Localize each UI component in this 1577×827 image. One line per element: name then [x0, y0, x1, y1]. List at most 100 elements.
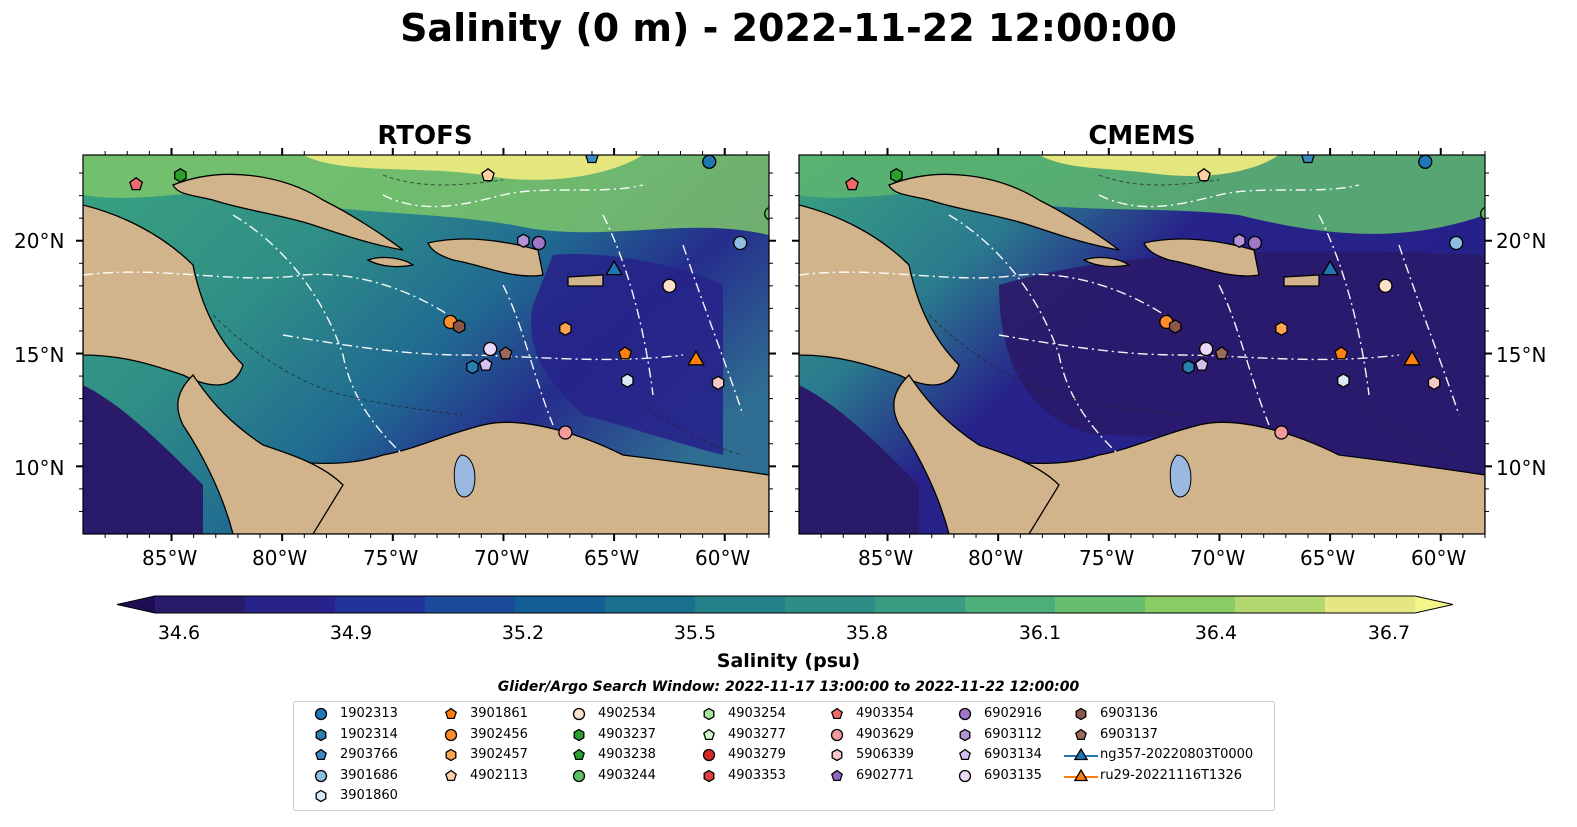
high-salinity-band	[799, 155, 1485, 234]
station-marker-3901686	[1449, 235, 1464, 251]
legend-circle-icon	[958, 707, 972, 721]
legend-label: 4903353	[728, 767, 786, 783]
station-marker-4902534	[1378, 278, 1393, 293]
legend-label: 3901686	[340, 767, 398, 783]
legend-marker-icon	[959, 728, 971, 741]
eez-boundaries	[83, 184, 744, 456]
legend-label: 5906339	[856, 747, 914, 762]
legend-pentagon-icon	[959, 748, 971, 761]
legend-triangle-icon	[1073, 747, 1089, 761]
lon-label-75w-right: 75°W	[1079, 546, 1135, 570]
lat-label-20n-right: 20°N	[1496, 229, 1547, 253]
legend-hexagon-icon	[315, 789, 327, 803]
legend-label: 4903277	[728, 726, 786, 742]
legend-marker-icon	[315, 789, 327, 803]
colorbar-tick: 35.8	[845, 622, 889, 644]
legend-label: 4903279	[728, 747, 786, 762]
lat-label-10n-right: 10°N	[1496, 456, 1547, 480]
legend-circle-icon	[572, 769, 586, 782]
lon-label-85w-right: 85°W	[858, 546, 914, 570]
legend-hexagon-icon	[703, 707, 715, 721]
legend-hexagon-icon	[315, 728, 327, 741]
legend: 1902313 1902314 2903766 3901686 3901860 39018…	[293, 701, 1275, 811]
station-marker-3902457	[559, 321, 572, 336]
station-marker-3901860	[621, 373, 634, 388]
jamaica-landmass	[1082, 256, 1131, 268]
station-marker-4903237	[890, 168, 903, 183]
legend-marker-icon	[314, 707, 328, 721]
colorbar-extend-high	[1415, 596, 1453, 613]
legend-triangle-icon	[1073, 768, 1089, 781]
map-frames	[76, 148, 1492, 541]
colorbar-tick: 36.1	[1018, 622, 1062, 644]
panel-title-rtofs: RTOFS	[377, 121, 473, 151]
legend-circle-icon	[314, 769, 328, 782]
legend-label: 1902314	[340, 726, 398, 742]
station-marker-ng357-20220803T0000	[1321, 259, 1340, 276]
station-marker-2903766	[1301, 155, 1315, 164]
colorbar-segment	[695, 596, 786, 613]
legend-label: 3901860	[340, 788, 398, 803]
bathymetry-contours	[928, 174, 1460, 456]
station-marker-3901686	[733, 235, 748, 251]
legend-marker-icon	[958, 769, 972, 782]
legend-label: 6902771	[856, 767, 914, 783]
station-marker-4903629	[1274, 425, 1289, 440]
lat-label-15n-left: 15°N	[14, 343, 65, 367]
pacific-low-salinity	[799, 385, 919, 534]
station-marker-6903112	[1233, 233, 1246, 248]
legend-marker-icon	[573, 728, 585, 741]
colorbar-tick: 36.4	[1194, 622, 1238, 644]
legend-hexagon-icon	[573, 728, 585, 741]
station-marker-ng357-20220803T0000	[605, 259, 624, 276]
colorbar-segment	[335, 596, 426, 613]
colorbar	[116, 595, 1454, 614]
station-marker-4903354	[129, 176, 144, 191]
legend-hexagon-icon	[831, 748, 843, 762]
colorbar-segment	[1325, 596, 1416, 613]
colorbar-tick: 35.5	[673, 622, 717, 644]
legend-label: 6903135	[984, 767, 1042, 783]
legend-label: 6903136	[1100, 706, 1158, 721]
legend-hexagon-icon	[703, 769, 715, 782]
colorbar-segment	[605, 596, 696, 613]
colorbar-tick: 35.2	[501, 622, 545, 644]
legend-label: 3901861	[470, 706, 528, 721]
station-marker-ru29-20221116T1326	[687, 350, 705, 366]
legend-label: 6903137	[1100, 726, 1158, 742]
station-marker-4902113	[481, 167, 495, 182]
station-marker-5906339	[1427, 375, 1441, 391]
colorbar-label: Salinity (psu)	[716, 650, 861, 672]
station-marker-3902457	[1275, 321, 1288, 336]
lon-label-85w-left: 85°W	[142, 546, 198, 570]
station-marker-3901861	[1334, 346, 1349, 360]
legend-label: 4903237	[598, 726, 656, 742]
legend-marker-icon	[445, 769, 457, 781]
lon-label-70w-left: 70°W	[474, 546, 530, 570]
station-marker-6903135	[483, 341, 498, 357]
panel-title-cmems: CMEMS	[1088, 121, 1196, 151]
legend-label: 6903112	[984, 726, 1042, 742]
land-masses	[799, 173, 1485, 534]
colorbar-segment	[1235, 596, 1326, 613]
cuba-landmass	[172, 173, 404, 251]
station-marker-6903137	[1214, 346, 1229, 360]
station-marker-4903244	[1480, 206, 1485, 221]
colorbar-segment	[155, 596, 246, 613]
colorbar-tick: 34.9	[329, 622, 373, 644]
colorbar-segment	[245, 596, 336, 613]
legend-hexagon-icon	[1075, 707, 1087, 721]
station-markers-rtofs	[129, 155, 769, 440]
station-marker-3901861	[618, 346, 633, 360]
central-america-landmass	[177, 373, 344, 534]
cuba-landmass	[888, 173, 1120, 251]
lon-label-65w-left: 65°W	[584, 546, 640, 570]
legend-pentagon-icon	[573, 748, 585, 761]
legend-circle-icon	[314, 707, 328, 721]
station-marker-4903237	[174, 168, 187, 183]
legend-hexagon-icon	[445, 748, 457, 762]
puerto-rico-landmass	[567, 274, 604, 287]
station-marker-6902916	[531, 235, 547, 251]
legend-label: 4903244	[598, 767, 656, 783]
legend-label: 6903134	[984, 747, 1042, 762]
